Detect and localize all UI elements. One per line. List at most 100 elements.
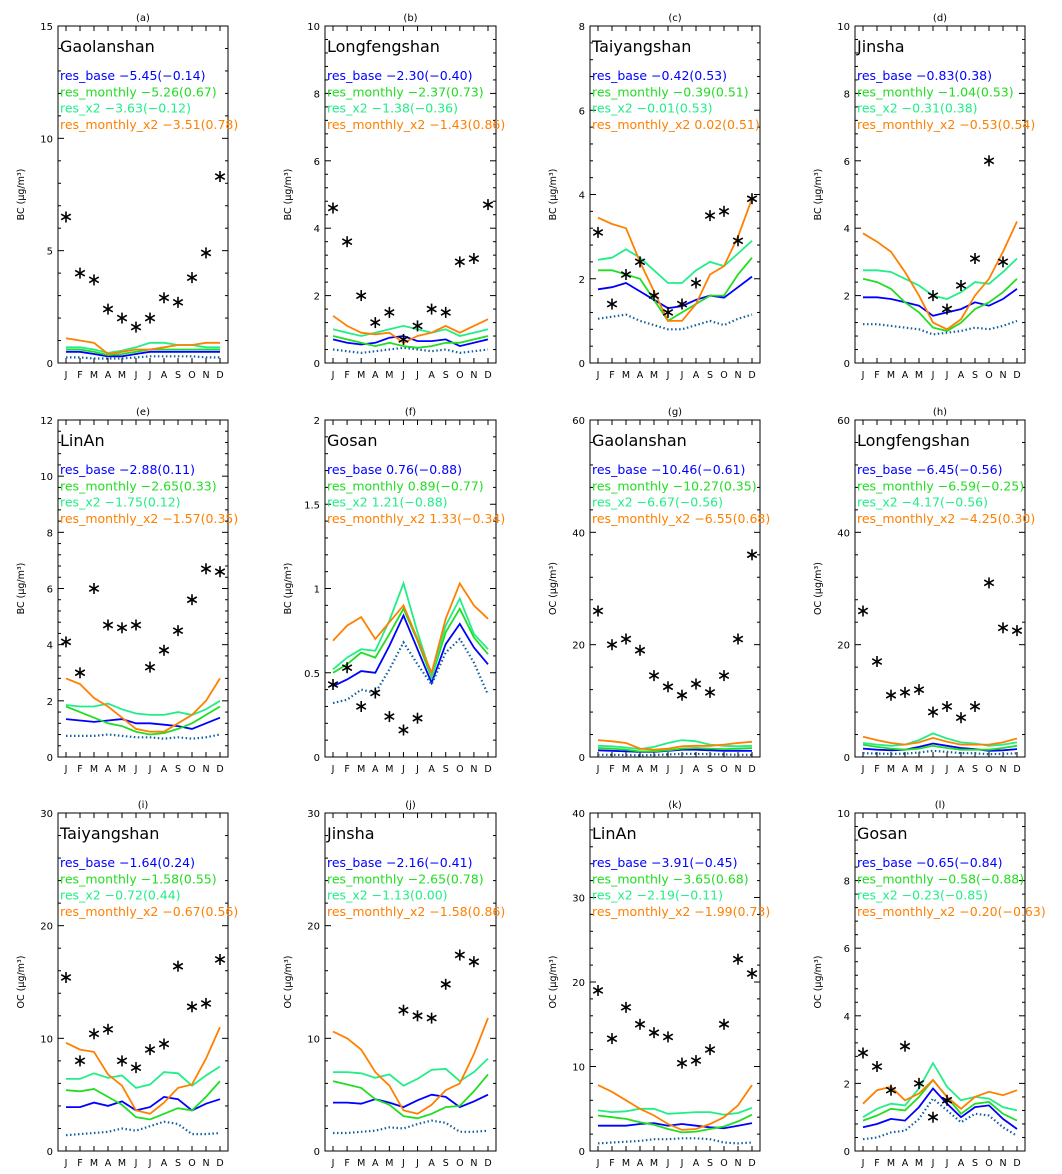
x-tick-label: D	[216, 1158, 223, 1169]
x-tick-label: N	[734, 1158, 741, 1169]
series-line-res-monthly-x2	[332, 315, 489, 344]
observation-marker	[426, 303, 437, 315]
observation-marker	[620, 1001, 632, 1013]
observation-marker	[746, 549, 758, 561]
observation-marker	[606, 639, 618, 651]
x-tick-label: A	[372, 1158, 379, 1169]
y-tick-label: 6	[844, 157, 850, 168]
x-tick-label: F	[77, 1158, 82, 1169]
x-tick-label: S	[443, 370, 449, 381]
y-tick-label: 4	[844, 1012, 850, 1023]
site-name: Gosan	[857, 824, 907, 843]
series-line-dotted	[66, 733, 221, 740]
x-tick-label: J	[401, 1158, 405, 1169]
observation-marker	[969, 253, 981, 264]
observation-marker	[648, 1027, 660, 1039]
y-tick-label: 4	[844, 224, 850, 235]
stat-line: res_monthly −1.58(0.55)	[60, 871, 217, 886]
observation-marker	[955, 712, 967, 724]
stat-line: res_monthly_x2 1.33(−0.34)	[327, 511, 505, 526]
observation-marker	[718, 205, 730, 217]
observation-marker	[102, 619, 114, 631]
observation-marker	[634, 1018, 646, 1030]
y-tick-label: 4	[579, 191, 585, 202]
x-tick-label: J	[861, 370, 865, 381]
x-tick-label: J	[680, 764, 684, 775]
observation-marker	[355, 701, 367, 712]
observation-marker	[144, 1044, 156, 1056]
y-tick-label: 30	[40, 809, 53, 820]
x-tick-label: O	[188, 370, 195, 381]
observation-marker	[662, 306, 674, 318]
observation-marker	[746, 193, 758, 205]
stat-line: res_monthly_x2 −4.25(0.30)	[857, 511, 1035, 526]
x-tick-label: J	[134, 370, 138, 381]
x-tick-label: N	[999, 1158, 1006, 1169]
x-tick-label: J	[401, 370, 405, 381]
stat-line: res_monthly −0.39(0.51)	[592, 84, 749, 99]
observation-marker	[186, 1001, 198, 1013]
panel-label: (b)	[403, 13, 417, 24]
series-line-res-base	[597, 275, 753, 310]
observation-marker	[74, 667, 86, 679]
stat-line: res_monthly_x2 −0.67(0.56)	[60, 904, 238, 919]
x-tick-label: J	[931, 764, 935, 775]
x-tick-label: A	[428, 764, 435, 775]
observation-marker	[412, 320, 423, 332]
panel-label: (c)	[668, 13, 681, 24]
stat-line: res_base −0.42(0.53)	[592, 68, 727, 83]
y-tick-label: 6	[844, 944, 850, 955]
observation-marker	[662, 1031, 674, 1043]
x-tick-label: D	[1013, 370, 1020, 381]
y-tick-label: 0	[579, 359, 585, 370]
x-tick-label: M	[118, 1158, 126, 1169]
stat-line: res_monthly_x2 −6.55(0.68)	[592, 511, 770, 526]
observation-marker	[172, 625, 184, 637]
observation-marker	[468, 956, 480, 968]
x-tick-label: J	[331, 1158, 335, 1169]
y-tick-label: 2	[47, 697, 53, 708]
observation-marker	[158, 292, 170, 304]
observation-marker	[116, 312, 128, 324]
observation-marker	[60, 636, 72, 648]
x-tick-label: O	[720, 764, 727, 775]
x-tick-label: A	[693, 1158, 700, 1169]
panel-label: (l)	[935, 800, 946, 811]
y-tick-label: 10	[40, 134, 53, 145]
x-tick-label: N	[202, 370, 209, 381]
x-tick-label: F	[77, 764, 82, 775]
site-name: Jinsha	[326, 824, 375, 843]
x-tick-label: O	[985, 1158, 992, 1169]
observation-marker	[648, 670, 660, 682]
observation-marker	[1011, 625, 1023, 637]
site-name: Jinsha	[856, 37, 905, 56]
series-line-res-monthly-x2	[332, 581, 489, 676]
x-tick-label: J	[415, 370, 419, 381]
stat-line: res_monthly_x2 −1.43(0.86)	[327, 117, 505, 132]
observation-marker	[200, 247, 212, 259]
y-tick-label: 10	[307, 1034, 320, 1045]
y-tick-label: 60	[572, 416, 585, 427]
observation-marker	[620, 269, 632, 280]
x-tick-label: J	[945, 370, 949, 381]
y-tick-label: 20	[572, 978, 585, 989]
x-tick-label: F	[874, 764, 879, 775]
observation-marker	[732, 633, 744, 645]
stat-line: res_base −2.88(0.11)	[60, 462, 195, 477]
panel-label: (e)	[136, 407, 150, 418]
observation-marker	[102, 303, 114, 315]
x-tick-label: M	[887, 764, 895, 775]
y-axis-label: BC (μg/m³)	[283, 169, 294, 221]
x-tick-label: J	[596, 370, 600, 381]
series-line-res-monthly-x2	[65, 677, 221, 733]
x-tick-label: J	[861, 764, 865, 775]
site-name: Gaolanshan	[60, 37, 155, 56]
x-tick-label: D	[1013, 1158, 1020, 1169]
series-line-res-monthly-x2	[332, 1017, 489, 1115]
stat-line: res_monthly −2.37(0.73)	[327, 84, 484, 99]
observation-marker	[857, 605, 869, 617]
stat-line: res_x2 −2.19(−0.11)	[592, 888, 723, 903]
stat-line: res_base −5.45(−0.14)	[60, 68, 205, 83]
series-line-res-base	[862, 1087, 1018, 1130]
x-tick-label: D	[484, 1158, 491, 1169]
